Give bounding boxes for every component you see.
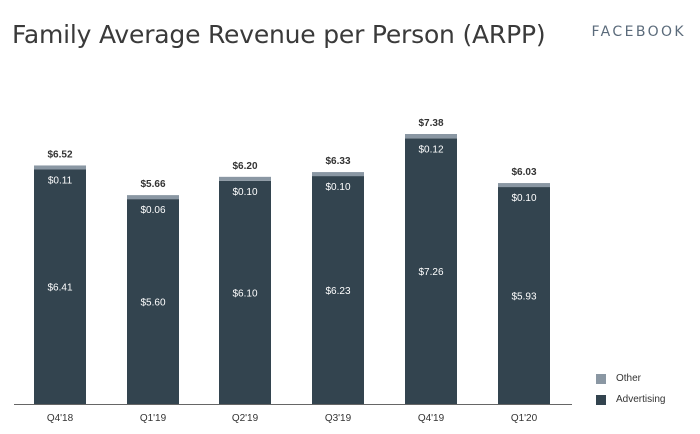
- data-label-total: $6.20: [232, 161, 257, 172]
- bar-advertising: [498, 187, 550, 404]
- bar-advertising: [127, 199, 179, 404]
- legend-swatch-other: [596, 373, 606, 384]
- facebook-logo: FACEBOOK: [591, 24, 686, 40]
- data-label-advertising: $6.10: [232, 288, 257, 299]
- chart-title: Family Average Revenue per Person (ARPP): [12, 20, 546, 49]
- data-label-other: $0.11: [48, 175, 73, 186]
- bar-other: [219, 176, 271, 181]
- bar-advertising: [405, 138, 457, 404]
- bar-other: [34, 165, 86, 170]
- data-label-other: $0.10: [325, 182, 350, 193]
- bar-advertising: [219, 180, 271, 404]
- data-label-advertising: $5.93: [511, 292, 536, 303]
- x-tick-label: Q1'19: [140, 413, 167, 424]
- x-tick-label: Q2'19: [232, 413, 259, 424]
- legend-swatch-advertising: [596, 394, 606, 405]
- x-tick-label: Q3'19: [325, 413, 352, 424]
- bar-other: [405, 134, 457, 139]
- data-label-other: $0.12: [418, 144, 443, 155]
- data-label-total: $6.33: [325, 156, 350, 167]
- bar-advertising: [312, 176, 364, 404]
- bar-other: [127, 195, 179, 200]
- bar-other: [498, 183, 550, 188]
- data-label-advertising: $6.41: [47, 283, 72, 294]
- data-label-other: $0.10: [232, 187, 257, 198]
- x-tick-label: Q4'18: [47, 413, 74, 424]
- data-label-total: $5.66: [140, 179, 165, 190]
- x-tick-label: Q1'20: [511, 413, 538, 424]
- legend-item-advertising: Advertising: [596, 394, 665, 405]
- legend-label-advertising: Advertising: [616, 394, 666, 405]
- data-label-total: $7.38: [418, 118, 443, 129]
- legend-item-other: Other: [596, 373, 641, 384]
- legend-label-other: Other: [616, 373, 642, 384]
- bar-other: [312, 172, 364, 177]
- data-label-total: $6.52: [47, 149, 72, 160]
- data-label-total: $6.03: [511, 167, 536, 178]
- data-label-other: $0.10: [511, 193, 536, 204]
- data-label-advertising: $7.26: [418, 267, 443, 278]
- data-label-advertising: $5.60: [140, 298, 165, 309]
- data-label-other: $0.06: [140, 205, 165, 216]
- bar-advertising: [34, 169, 86, 404]
- x-tick-label: Q4'19: [418, 413, 445, 424]
- data-label-advertising: $6.23: [325, 286, 350, 297]
